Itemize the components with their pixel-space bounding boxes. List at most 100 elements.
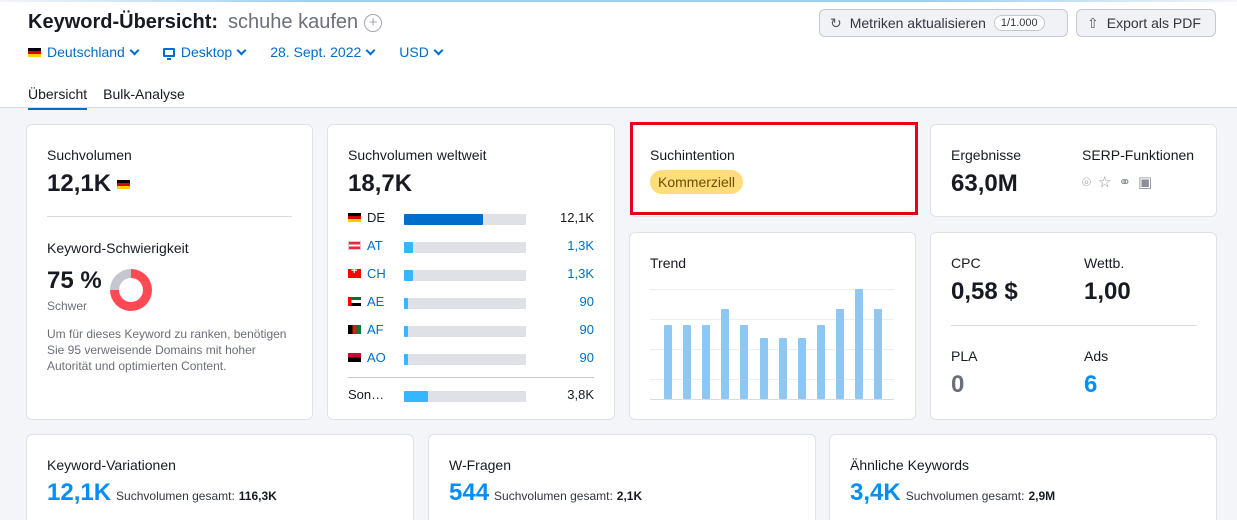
country-value[interactable]: 1,3K [567,238,594,253]
search-volume-number: 12,1K [47,170,112,197]
total-volume-value: 116,3K [238,489,277,503]
questions-value[interactable]: 544 [449,479,490,506]
ao-flag-icon [348,353,361,362]
country-value[interactable]: 90 [579,322,594,337]
country-bar-fill [404,214,484,225]
ch-flag-icon [348,265,361,278]
country-bar [404,326,526,337]
related-keywords-value[interactable]: 3,4K [850,479,901,506]
tab-overview[interactable]: Übersicht [28,86,88,110]
country-row-other: Son… 3,8K [348,386,594,404]
divider [348,377,594,378]
refresh-counter-badge: 1/1.000 [993,15,1045,31]
trend-bar[interactable] [740,325,748,399]
trend-bar[interactable] [798,338,806,399]
country-row-ao[interactable]: AO 90 [348,349,594,367]
trend-bar[interactable] [874,309,882,399]
country-row-at[interactable]: AT 1,3K [348,237,594,255]
country-bar-fill [404,391,429,402]
trend-bar[interactable] [836,309,844,399]
country-code: DE [348,210,385,225]
country-value: 3,8K [567,387,594,402]
keyword-variations-title: Keyword-Variationen [47,457,176,473]
search-intent-title: Suchintention [650,147,735,163]
device-select[interactable]: Desktop [162,44,247,60]
refresh-icon: ↻ [830,14,842,31]
country-code: Son… [348,387,385,402]
country-code[interactable]: AT [348,238,383,253]
date-select[interactable]: 28. Sept. 2022 [270,44,376,60]
af-flag-icon [348,325,361,334]
cpc-value: 0,58 $ [951,278,1018,305]
country-bar-fill [404,354,408,365]
location-pin-icon[interactable]: ⌾ [1082,173,1092,191]
trend-bar[interactable] [855,289,863,399]
page-header: Keyword-Übersicht: schuhe kaufen + ↻ Met… [0,0,1237,110]
total-volume-value: 2,1K [616,489,643,503]
difficulty-value: 75 % [47,267,102,294]
trend-bar[interactable] [779,338,787,399]
cpc-card: CPC 0,58 $ Wettb. 1,00 PLA 0 Ads 6 [930,232,1217,420]
related-keywords-metrics: 3,4K Suchvolumen gesamt: 2,9M [850,479,1055,507]
tab-bulk-analysis[interactable]: Bulk-Analyse [103,86,185,102]
keyword-label: schuhe kaufen [228,11,359,33]
chevron-down-icon [236,45,247,55]
trend-gridline [650,289,894,290]
serp-features-icons: ⌾ ☆ ⚭ ▣ [1082,173,1159,192]
search-volume-value: 12,1K [47,170,136,198]
country-row-ae[interactable]: AE 90 [348,293,594,311]
country-bar [404,242,526,253]
country-bar [404,391,526,402]
related-keywords-title: Ähnliche Keywords [850,457,970,473]
highlight-box [630,122,918,215]
country-code[interactable]: AO [348,350,386,365]
country-bar-fill [404,242,413,253]
serp-features-title: SERP-Funktionen [1082,147,1195,163]
country-row-af[interactable]: AF 90 [348,321,594,339]
search-intent-card: Suchintention Kommerziell [630,124,916,217]
star-icon[interactable]: ☆ [1098,174,1112,191]
trend-baseline [650,399,894,400]
trend-bar[interactable] [702,325,710,399]
country-code[interactable]: AE [348,294,384,309]
country-code[interactable]: AF [348,322,384,337]
currency-select[interactable]: USD [399,44,444,60]
competition-value: 1,00 [1084,278,1131,305]
ads-title: Ads [1084,348,1109,364]
image-icon[interactable]: ▣ [1138,174,1153,191]
country-value[interactable]: 90 [579,294,594,309]
trend-bar[interactable] [817,325,825,399]
trend-gridline [650,349,894,350]
page-title: Keyword-Übersicht: schuhe kaufen + [28,11,383,34]
add-keyword-icon[interactable]: + [364,13,383,32]
search-volume-card: Suchvolumen 12,1K Keyword-Schwierigkeit … [26,124,313,420]
country-value: Deutschland [47,44,125,60]
trend-bar[interactable] [664,325,672,399]
cpc-title: CPC [951,255,981,271]
export-pdf-button[interactable]: ⇧ Export als PDF [1076,9,1216,37]
keyword-variations-value[interactable]: 12,1K [47,479,112,506]
refresh-metrics-button[interactable]: ↻ Metriken aktualisieren 1/1.000 [819,9,1068,37]
chevron-down-icon [433,45,444,55]
tab-bar: Übersicht Bulk-Analyse [28,86,201,110]
device-value: Desktop [180,44,233,60]
country-row-de: DE 12,1K [348,209,594,227]
export-icon: ⇧ [1087,14,1099,31]
difficulty-donut-chart [110,269,152,311]
ads-value[interactable]: 6 [1084,371,1098,398]
country-code-label: AT [367,238,383,253]
country-row-ch[interactable]: CH 1,3K [348,265,594,283]
total-volume-value: 2,9M [1028,489,1056,503]
country-bar [404,214,526,225]
trend-bar[interactable] [721,309,729,399]
country-bar-fill [404,270,413,281]
country-value[interactable]: 90 [579,350,594,365]
country-code[interactable]: CH [348,265,386,281]
country-value[interactable]: 1,3K [567,266,594,281]
trend-bar[interactable] [683,325,691,399]
global-volume-title: Suchvolumen weltweit [348,147,487,163]
trend-bar[interactable] [760,338,768,399]
total-volume-label: Suchvolumen gesamt: [116,489,235,503]
link-icon[interactable]: ⚭ [1118,174,1132,191]
country-select[interactable]: Deutschland [28,44,140,60]
